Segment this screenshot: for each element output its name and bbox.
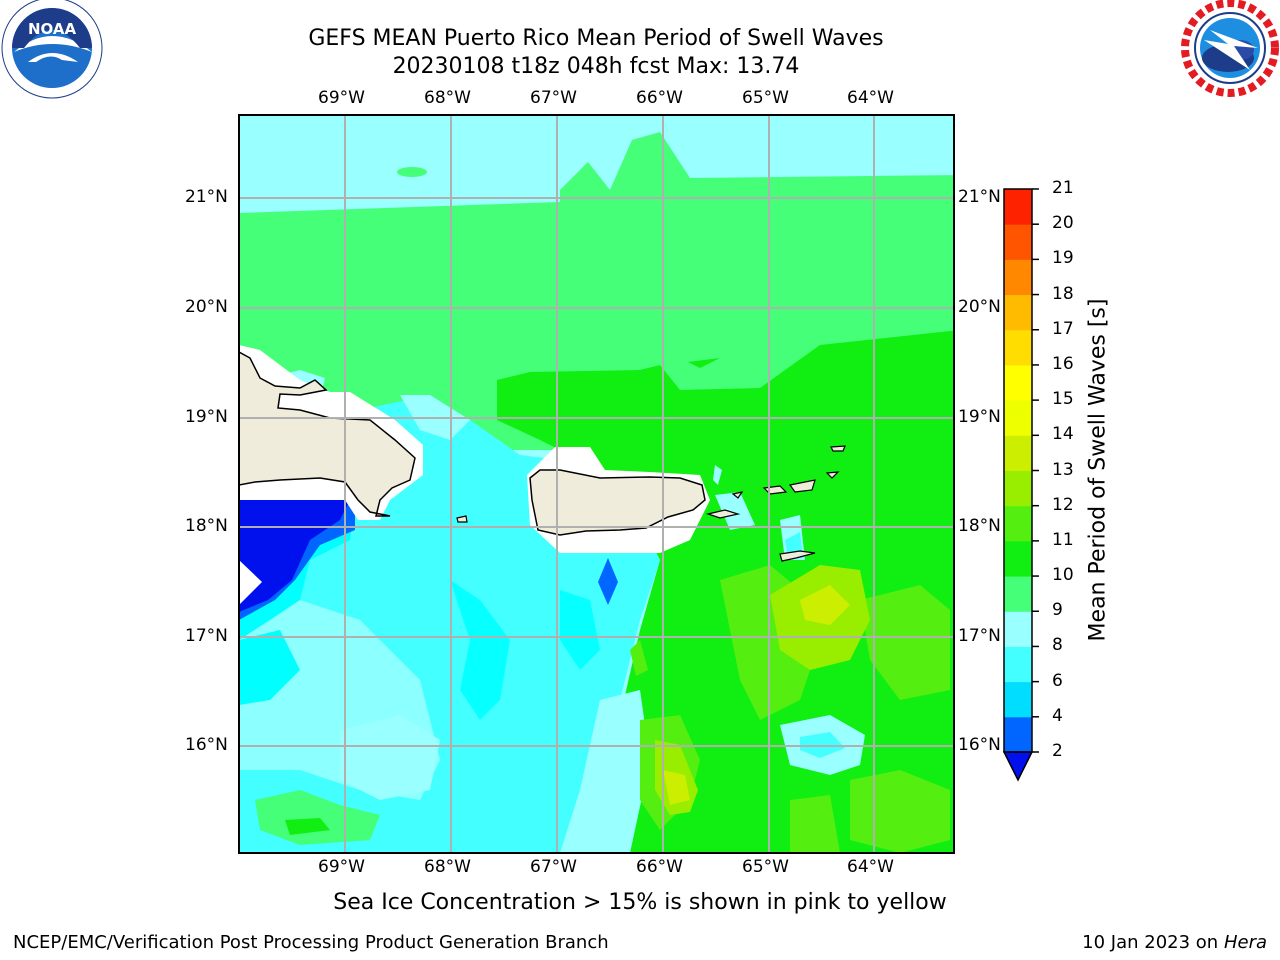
colorbar-title: Mean Period of Swell Waves [s] [1085, 298, 1111, 642]
caption: Sea Ice Concentration > 15% is shown in … [333, 890, 947, 915]
colorbar-tick-label: 15 [1052, 389, 1074, 410]
swell-period-field [239, 115, 954, 853]
colorbar-tick-label: 10 [1052, 565, 1074, 586]
map-frame [238, 114, 955, 854]
colorbar-tick-label: 8 [1052, 635, 1063, 656]
footer-source: NCEP/EMC/Verification Post Processing Pr… [13, 932, 609, 953]
colorbar-segment [1004, 259, 1032, 296]
colorbar-tick-label: 12 [1052, 494, 1074, 515]
lat-label-right: 20°N [958, 297, 1001, 317]
footer-machine: Hera [1223, 932, 1267, 953]
lat-label-left: 17°N [185, 626, 228, 646]
lat-label-left: 19°N [185, 407, 228, 427]
lon-label-bottom: 64°W [847, 857, 894, 877]
colorbar-segment [1004, 470, 1032, 507]
colorbar-segment [1004, 505, 1032, 542]
lat-label-left: 16°N [185, 735, 228, 755]
lat-label-right: 18°N [958, 516, 1001, 536]
lon-label-bottom: 68°W [424, 857, 471, 877]
lon-label-bottom: 65°W [742, 857, 789, 877]
colorbar [1002, 188, 1039, 782]
noaa-logo: NOAA [1, 0, 103, 99]
colorbar-segment [1004, 400, 1032, 436]
lon-label-top: 67°W [530, 88, 577, 108]
lon-label-top: 64°W [847, 88, 894, 108]
lon-label-top: 65°W [742, 88, 789, 108]
colorbar-tick-label: 13 [1052, 459, 1074, 480]
lon-label-top: 66°W [636, 88, 683, 108]
lon-label-bottom: 66°W [636, 857, 683, 877]
colorbar-segment [1004, 329, 1032, 366]
colorbar-tick-label: 14 [1052, 424, 1074, 445]
colorbar-segment [1004, 716, 1032, 753]
colorbar-segment [1004, 435, 1032, 471]
colorbar-tick-label: 20 [1052, 213, 1074, 234]
lon-label-bottom: 67°W [530, 857, 577, 877]
colorbar-tick-label: 9 [1052, 600, 1063, 621]
footer-date: 10 Jan 2023 on Hera [1082, 932, 1267, 953]
chart-subtitle: 20230108 t18z 048h fcst Max: 13.74 [392, 54, 800, 79]
colorbar-segment [1004, 576, 1032, 612]
colorbar-tick-label: 21 [1052, 178, 1074, 198]
footer-date-text: 10 Jan 2023 on [1082, 932, 1224, 953]
hispaniola-land [239, 351, 416, 517]
graticule [239, 115, 954, 853]
lat-label-left: 20°N [185, 297, 228, 317]
colorbar-tick-label: 6 [1052, 670, 1063, 691]
colorbar-tick-label: 11 [1052, 529, 1074, 550]
lat-label-left: 21°N [185, 187, 228, 207]
lat-label-right: 16°N [958, 735, 1001, 755]
colorbar-under-arrow [1002, 751, 1034, 782]
lat-label-right: 17°N [958, 626, 1001, 646]
lat-label-right: 19°N [958, 407, 1001, 427]
colorbar-segment [1004, 224, 1032, 260]
nws-logo [1180, 0, 1280, 98]
colorbar-tick-label: 18 [1052, 283, 1074, 304]
colorbar-tick-label: 4 [1052, 705, 1063, 726]
lon-label-bottom: 69°W [318, 857, 365, 877]
chart-title: GEFS MEAN Puerto Rico Mean Period of Swe… [308, 26, 884, 51]
lat-label-left: 18°N [185, 516, 228, 536]
colorbar-tick-label: 17 [1052, 318, 1074, 339]
colorbar-tick-label: 2 [1052, 741, 1063, 761]
colorbar-segment [1004, 646, 1032, 683]
svg-text:NOAA: NOAA [28, 20, 77, 38]
lon-label-top: 69°W [318, 88, 365, 108]
colorbar-segment [1004, 189, 1032, 225]
colorbar-segment [1004, 364, 1032, 401]
lon-label-top: 68°W [424, 88, 471, 108]
colorbar-tick-label: 19 [1052, 248, 1074, 269]
colorbar-tick-label: 16 [1052, 353, 1074, 374]
colorbar-segment [1004, 611, 1032, 647]
colorbar-segment [1004, 681, 1032, 718]
colorbar-segment [1004, 540, 1032, 577]
colorbar-segment [1004, 294, 1032, 331]
lat-label-right: 21°N [958, 187, 1001, 207]
